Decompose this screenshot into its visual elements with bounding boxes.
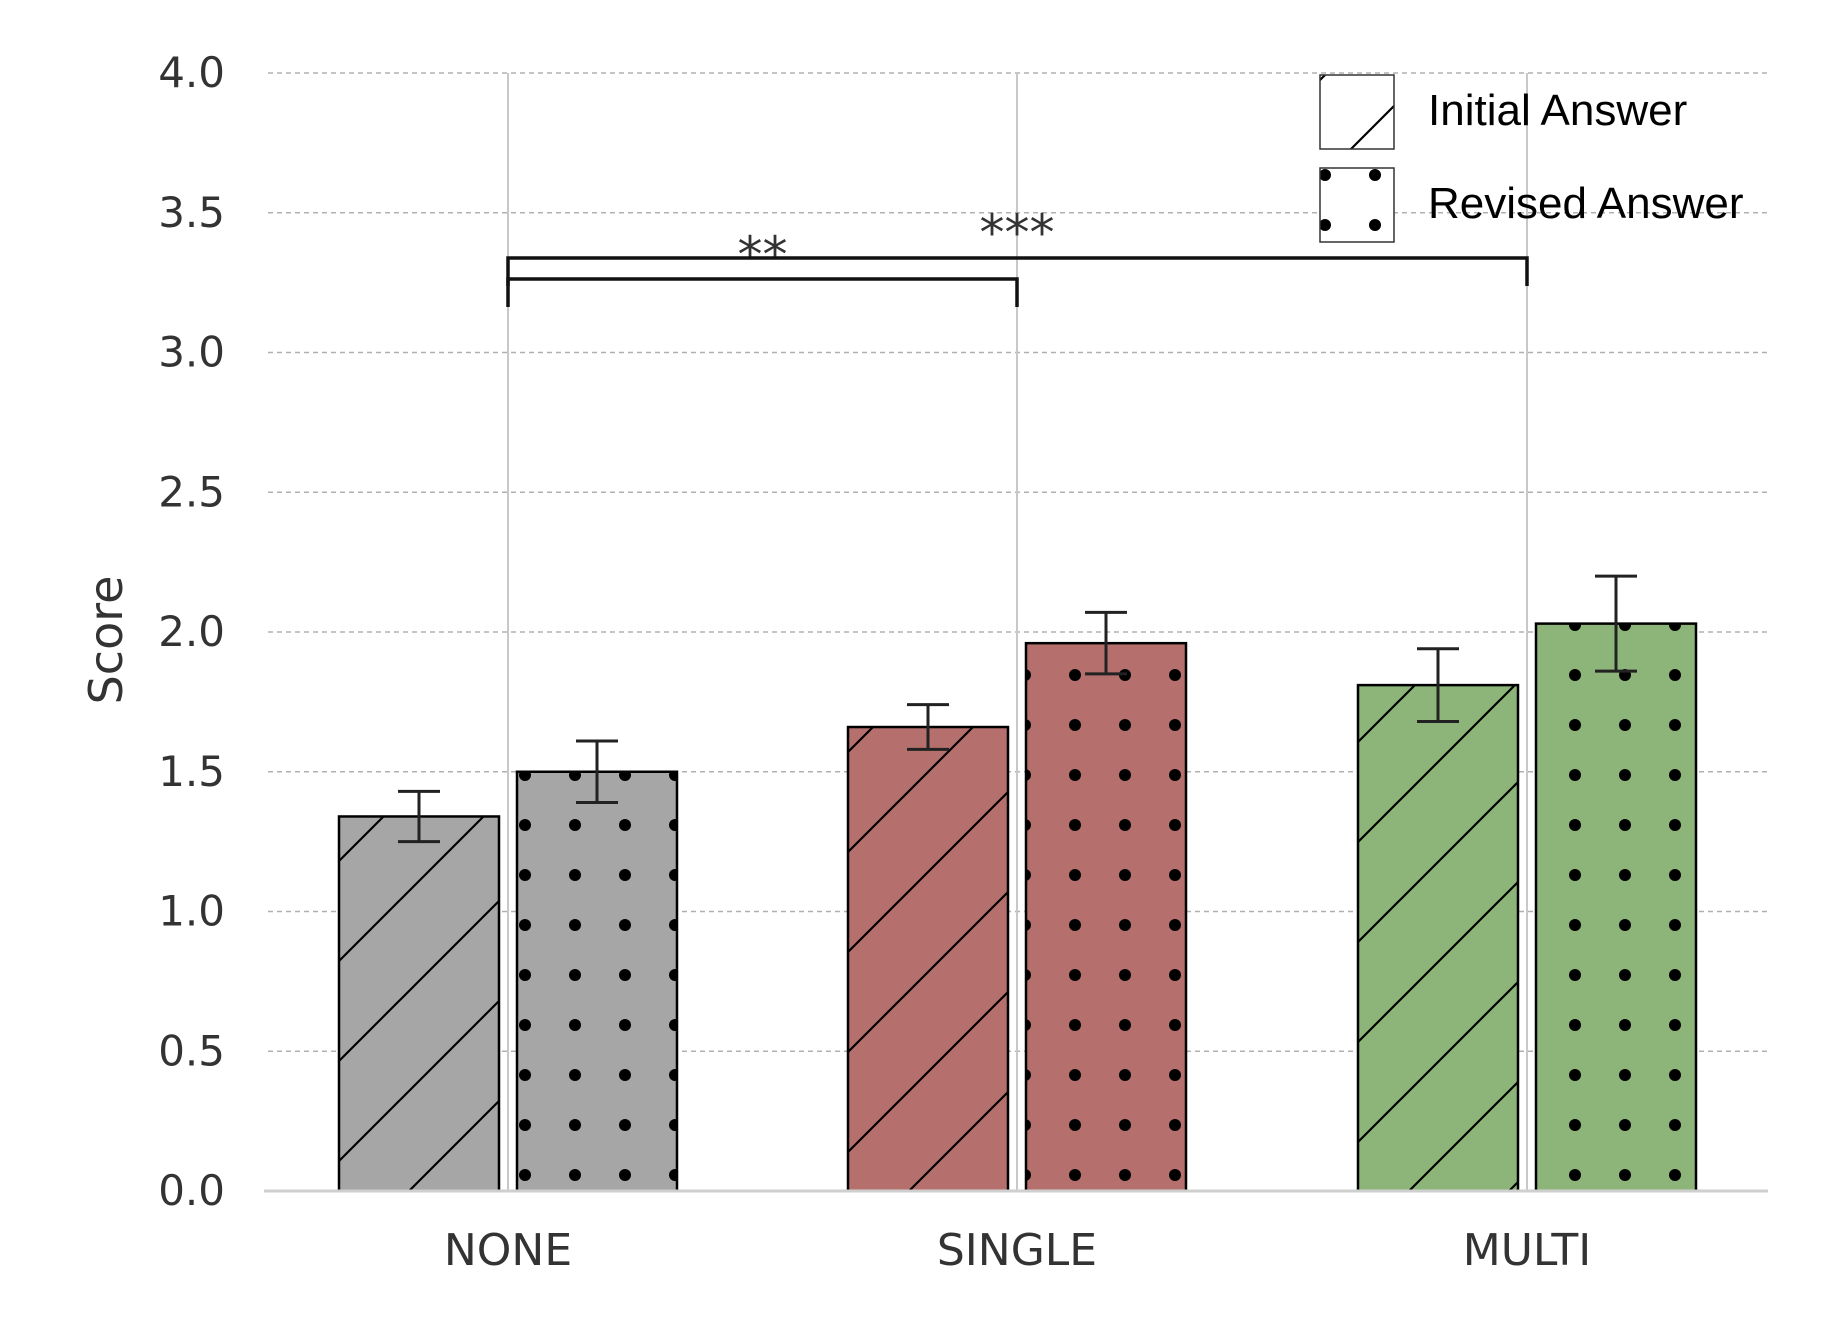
significance-label: ***: [980, 204, 1055, 262]
x-tick-label: NONE: [444, 1225, 572, 1276]
y-tick-label: 3.5: [158, 188, 225, 237]
y-tick-label: 2.0: [158, 607, 225, 656]
bar-pattern: [1536, 623, 1696, 1191]
bracket-line: [506, 277, 1019, 307]
y-tick-label: 1.5: [158, 747, 225, 796]
bar-multi-revised: [1534, 574, 1698, 1193]
bracket-line: [506, 256, 1529, 286]
bar-pattern: [848, 727, 1008, 1191]
x-tick-label: MULTI: [1463, 1225, 1591, 1276]
y-axis-label: Score: [79, 576, 133, 705]
legend-label: Initial Answer: [1428, 86, 1687, 135]
bar-pattern: [339, 816, 499, 1191]
bar-single-initial: [846, 703, 1010, 1193]
legend-swatch-pattern: [1320, 168, 1394, 242]
bar-multi-initial: [1356, 647, 1520, 1193]
significance-bracket: ***: [506, 204, 1529, 286]
significance-label: **: [738, 226, 788, 284]
legend-swatch: [1319, 167, 1395, 243]
legend-item: Initial Answer: [1319, 74, 1687, 150]
bar-single-revised: [1024, 610, 1188, 1193]
bar-pattern: [1026, 643, 1186, 1191]
y-tick-label: 1.0: [158, 887, 225, 936]
y-tick-label: 2.5: [158, 467, 225, 516]
y-tick-label: 0.5: [158, 1026, 225, 1075]
legend-label: Revised Answer: [1428, 179, 1743, 228]
bar-none-initial: [337, 789, 501, 1193]
x-tick-label: SINGLE: [937, 1225, 1097, 1276]
y-tick-label: 3.0: [158, 328, 225, 377]
bar-none-revised: [515, 739, 679, 1193]
legend-item: Revised Answer: [1319, 167, 1743, 243]
bar-pattern: [517, 771, 677, 1191]
legend-swatch: [1319, 74, 1395, 150]
y-tick-label: 4.0: [158, 48, 225, 97]
significance-bracket: **: [506, 226, 1019, 307]
legend-swatch-pattern: [1320, 75, 1394, 149]
y-tick-label: 0.0: [158, 1166, 225, 1215]
bar-pattern: [1358, 685, 1518, 1191]
